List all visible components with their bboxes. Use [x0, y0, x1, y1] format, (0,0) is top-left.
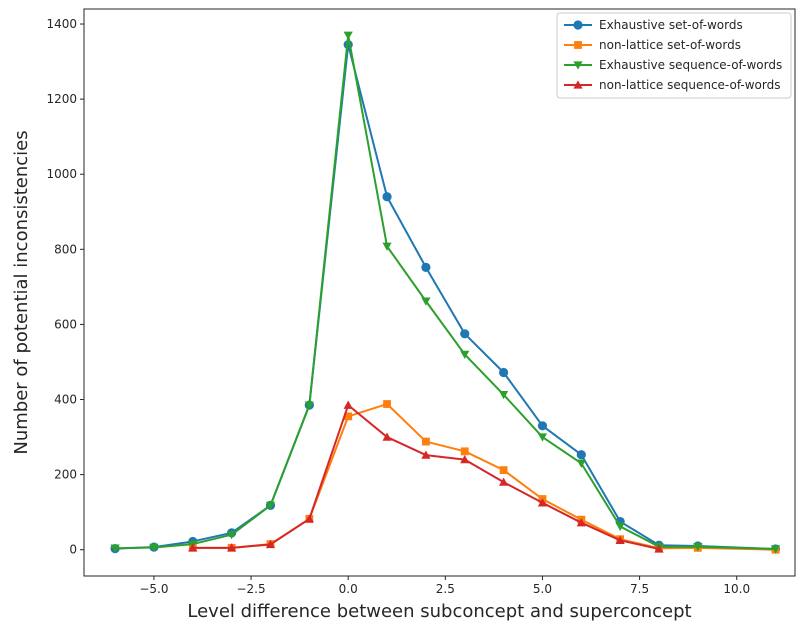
x-tick-label: 10.0: [723, 582, 750, 596]
data-point: [304, 401, 314, 410]
data-point: [304, 514, 314, 523]
data-point: [460, 447, 469, 456]
y-tick-label: 1400: [46, 17, 77, 31]
data-point: [499, 477, 509, 486]
data-point: [149, 543, 159, 553]
y-axis-label: Number of potential inconsistencies: [11, 130, 32, 454]
data-point: [343, 31, 353, 40]
y-axis-ticks: 0 200 400 600 800 1000 1200 1400: [46, 17, 84, 557]
data-point: [499, 390, 509, 400]
data-point: [382, 192, 392, 202]
x-axis-ticks: −5.0 −2.5 0.0 2.5 5.0 7.5 10.0: [139, 576, 750, 596]
y-tick-label: 800: [54, 242, 77, 256]
x-tick-label: −5.0: [139, 582, 168, 596]
legend-marker: [573, 20, 583, 30]
legend-marker: [574, 41, 582, 49]
data-point: [383, 400, 391, 408]
data-point: [227, 543, 237, 552]
series-2: [110, 31, 781, 554]
data-point: [537, 421, 548, 431]
legend-marker: [573, 61, 583, 70]
data-point: [421, 437, 430, 446]
data-point: [499, 466, 508, 475]
data-point: [615, 522, 625, 532]
data-point: [460, 350, 470, 360]
series-1: [188, 400, 780, 554]
data-point: [421, 297, 431, 306]
x-tick-label: 0.0: [339, 582, 358, 596]
legend-box: [556, 12, 792, 99]
legend-label: non-lattice set-of-words: [599, 38, 741, 52]
data-point: [537, 433, 548, 442]
data-point: [421, 262, 431, 272]
legend: Exhaustive set-of-words non-lattice set-o…: [556, 12, 792, 99]
legend-item: non-lattice set-of-words: [564, 38, 741, 52]
data-point: [576, 518, 586, 527]
data-point: [265, 539, 276, 549]
legend-item: non-lattice sequence-of-words: [564, 78, 780, 92]
data-point: [188, 543, 198, 552]
legend-label: Exhaustive sequence-of-words: [599, 58, 782, 72]
series-3: [188, 400, 664, 553]
x-axis-label: Level difference between subconcept and …: [187, 601, 691, 622]
legend-item: Exhaustive sequence-of-words: [564, 58, 782, 72]
legend-label: non-lattice sequence-of-words: [599, 78, 780, 92]
y-tick-label: 1000: [46, 167, 77, 181]
y-tick-label: 600: [54, 317, 77, 331]
series-layer: [110, 31, 781, 554]
data-point: [576, 450, 586, 460]
legend-label: Exhaustive set-of-words: [599, 18, 743, 32]
data-point: [227, 531, 237, 540]
y-tick-label: 400: [54, 393, 77, 407]
data-point: [770, 545, 781, 554]
series-line: [192, 403, 776, 551]
series-0: [110, 40, 781, 554]
plot-frame: [83, 8, 796, 577]
data-point: [460, 454, 470, 464]
y-tick-label: 0: [69, 543, 77, 557]
series-line: [115, 34, 776, 550]
data-point: [382, 242, 392, 251]
data-point: [537, 498, 548, 507]
data-point: [382, 432, 392, 441]
x-tick-label: 7.5: [630, 582, 649, 596]
legend-item: Exhaustive set-of-words: [564, 18, 743, 32]
data-point: [654, 544, 664, 553]
series-line: [115, 43, 776, 550]
data-point: [421, 450, 431, 459]
data-point: [693, 543, 703, 552]
x-tick-label: 5.0: [533, 582, 552, 596]
data-point: [460, 329, 470, 339]
data-point: [499, 367, 509, 378]
data-point: [110, 544, 120, 553]
legend-marker: [573, 80, 583, 89]
y-tick-label: 200: [54, 468, 77, 482]
data-point: [615, 535, 625, 545]
y-tick-label: 1200: [46, 92, 77, 106]
data-point: [343, 400, 353, 409]
x-tick-label: 2.5: [436, 582, 455, 596]
x-tick-label: −2.5: [236, 582, 265, 596]
data-point: [344, 412, 353, 421]
plot-border: [83, 8, 796, 577]
data-point: [265, 501, 276, 511]
data-point: [576, 459, 586, 468]
